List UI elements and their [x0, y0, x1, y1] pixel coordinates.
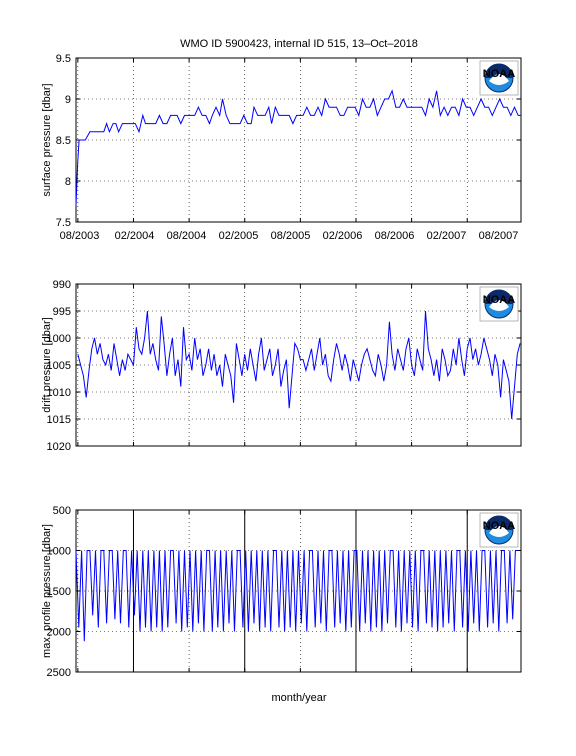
y-tick-label: 1010 — [47, 387, 71, 399]
y-tick-label: 1015 — [47, 414, 71, 426]
x-tick-label: 08/2003 — [60, 230, 100, 242]
x-tick-label: 08/2005 — [271, 230, 311, 242]
series-line-3 — [75, 550, 519, 642]
series-line-1 — [75, 89, 521, 206]
noaa-logo-text: NOAA — [483, 294, 515, 306]
plot-area — [75, 509, 522, 673]
y-tick-label: 7.5 — [56, 217, 71, 229]
x-tick-label: 02/2004 — [115, 230, 155, 242]
y-axis-label: surface pressure [dbar] — [41, 83, 53, 196]
y-tick-label: 1500 — [47, 586, 71, 598]
plot-area — [75, 283, 522, 447]
x-axis-label: month/year — [271, 692, 326, 704]
y-tick-label: 8 — [65, 176, 71, 188]
x-tick-label: 08/2007 — [479, 230, 519, 242]
y-tick-label: 1020 — [47, 441, 71, 453]
x-tick-label: 02/2005 — [219, 230, 259, 242]
y-axis-label: max. profile pressure [dbar] — [41, 524, 53, 658]
y-axis-label: drift pressure [dbar] — [41, 317, 53, 412]
plot-area — [75, 57, 522, 223]
y-tick-label: 1005 — [47, 360, 71, 372]
series-line-2 — [77, 310, 521, 420]
y-tick-label: 1000 — [47, 333, 71, 345]
y-tick-label: 2000 — [47, 627, 71, 639]
x-tick-label: 02/2007 — [427, 230, 467, 242]
figure-title: WMO ID 5900423, internal ID 515, 13–Oct–… — [180, 38, 418, 50]
y-tick-label: 2500 — [47, 667, 71, 679]
y-tick-label: 995 — [53, 306, 71, 318]
x-tick-label: 08/2006 — [375, 230, 415, 242]
chart-panel-3: 500 1000 1500 2000 2500 max. profile pressure… — [41, 505, 522, 679]
noaa-logo-3: NOAA — [479, 512, 519, 548]
noaa-logo-text: NOAA — [483, 520, 515, 532]
y-tick-label: 1000 — [47, 546, 71, 558]
y-tick-label: 8.5 — [56, 135, 71, 147]
y-tick-label: 9.5 — [56, 53, 71, 65]
y-tick-label: 500 — [53, 505, 71, 517]
chart-panel-2: 990 995 1000 1005 1010 1015 1020 drift pressure… — [41, 279, 522, 453]
noaa-logo-1: NOAA — [479, 60, 519, 96]
chart-panel-1: 7.5 8 8.5 9 9.5 surface pressure [dbar] 08/200… — [41, 53, 522, 242]
y-tick-label: 990 — [53, 279, 71, 291]
y-tick-label: 9 — [65, 94, 71, 106]
x-tick-label: 02/2006 — [323, 230, 363, 242]
noaa-logo-2: NOAA — [479, 286, 519, 322]
noaa-logo-text: NOAA — [483, 68, 515, 80]
x-tick-label: 08/2004 — [167, 230, 207, 242]
